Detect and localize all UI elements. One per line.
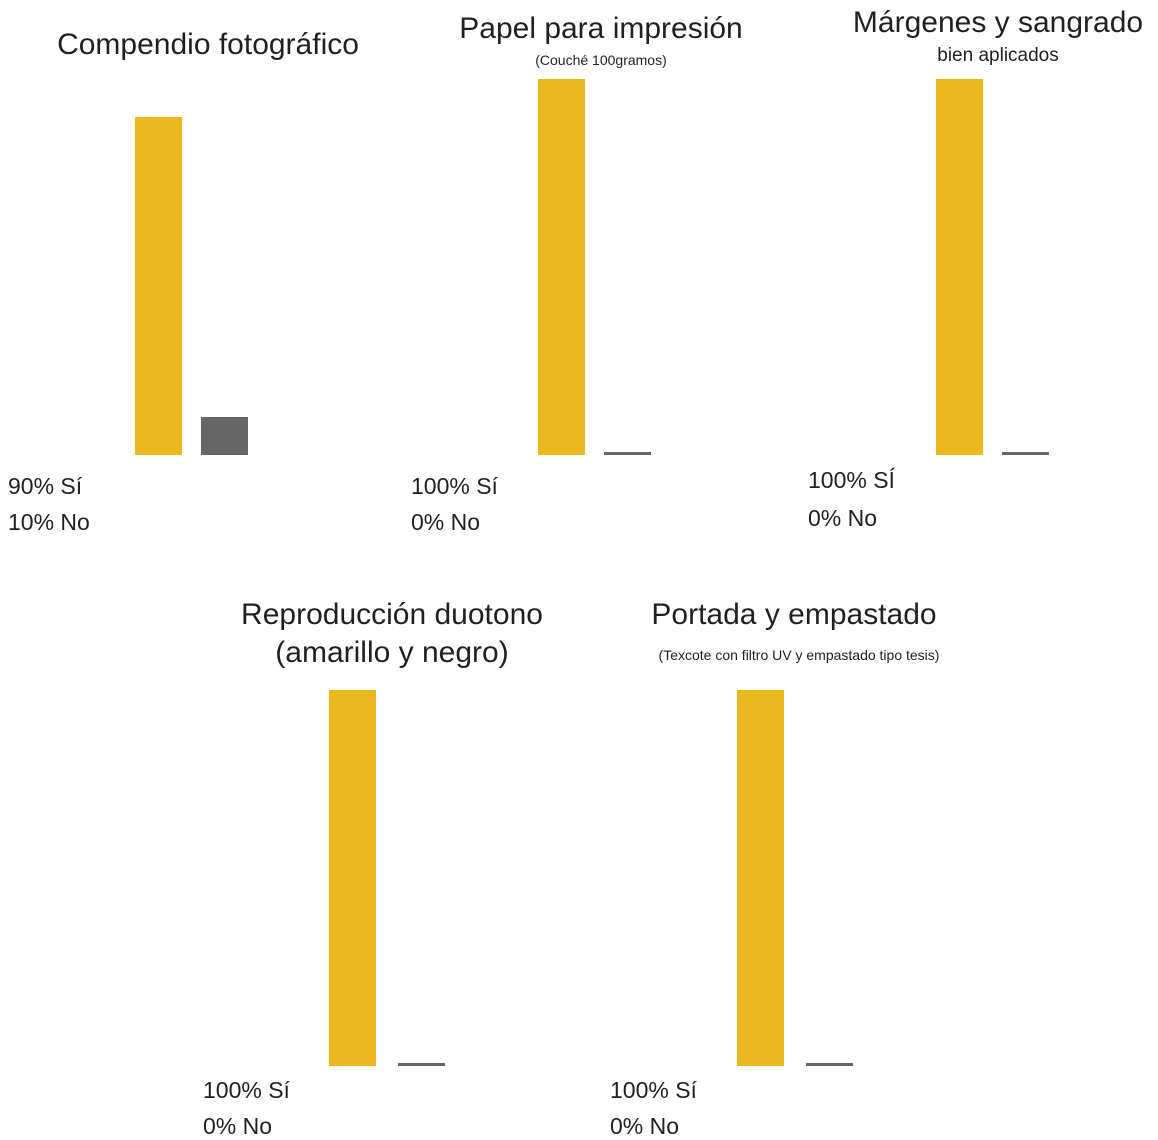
label-si: 90% Sí xyxy=(8,473,83,499)
bar-si xyxy=(135,117,182,455)
chart-title: Portada y empastado xyxy=(651,598,937,631)
label-no: 10% No xyxy=(8,509,90,535)
label-si: 100% SÍ xyxy=(808,467,895,493)
bar-no xyxy=(201,417,248,455)
chart-subtitle: (Texcote con filtro UV y empastado tipo … xyxy=(658,647,940,663)
bar-si xyxy=(737,690,784,1066)
label-si: 100% Sí xyxy=(610,1077,697,1103)
label-no: 0% No xyxy=(203,1113,273,1139)
label-si: 100% Sí xyxy=(203,1077,290,1103)
bar-no xyxy=(604,452,651,455)
bar-no xyxy=(806,1063,853,1066)
chart-title: Márgenes y sangrado xyxy=(852,6,1144,39)
chart-title: Compendio fotográfico xyxy=(57,28,359,61)
bar-no xyxy=(398,1063,445,1066)
chart-title: Reproducción duotono xyxy=(241,598,543,631)
chart-subtitle: (amarillo y negro) xyxy=(275,636,509,669)
chart-subtitle: bien aplicados xyxy=(937,45,1059,66)
chart-subtitle: (Couché 100gramos) xyxy=(535,52,667,68)
bar-no xyxy=(1002,452,1049,455)
label-no: 0% No xyxy=(808,505,878,531)
bar-si xyxy=(329,690,376,1066)
bar-si xyxy=(538,79,585,455)
chart-title: Papel para impresión xyxy=(459,12,743,45)
label-no: 0% No xyxy=(411,509,481,535)
label-no: 0% No xyxy=(610,1113,680,1139)
label-si: 100% Sí xyxy=(411,473,498,499)
bar-si xyxy=(936,79,983,455)
